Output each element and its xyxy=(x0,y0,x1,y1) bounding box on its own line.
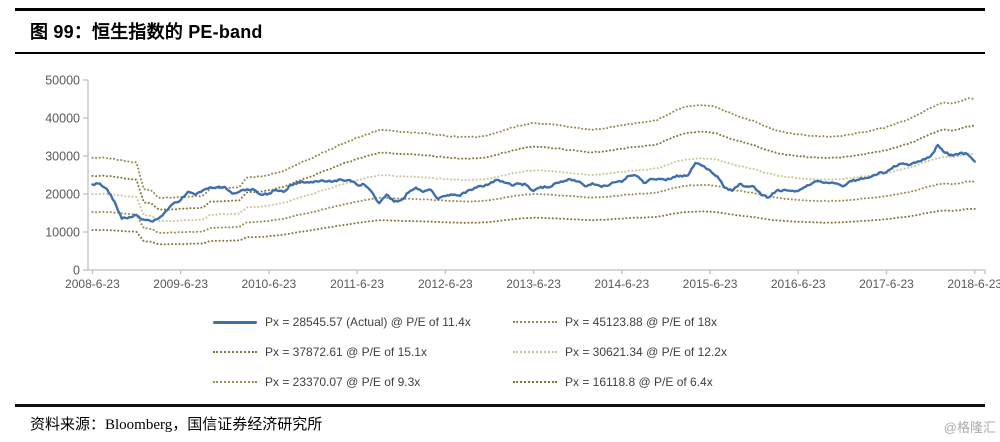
pe-band-6.4x xyxy=(91,207,976,246)
legend-label: Px = 16118.8 @ P/E of 6.4x xyxy=(565,375,713,389)
svg-text:10000: 10000 xyxy=(45,226,80,240)
pe-band-chart: 0 10000 20000 30000 40000 50000 2008-6-23 2009-… xyxy=(45,74,1000,292)
svg-text:2015-6-23: 2015-6-23 xyxy=(683,277,738,291)
watermark: @格隆汇 xyxy=(943,420,996,435)
legend-item-pe15-1x: Px = 37872.61 @ P/E of 15.1x xyxy=(213,344,513,360)
chart-legend: Px = 28545.57 (Actual) @ P/E of 11.4x Px… xyxy=(213,314,791,390)
legend-item-pe9-3x: Px = 23370.07 @ P/E of 9.3x xyxy=(213,374,513,390)
actual-price-line xyxy=(91,143,976,223)
pe-band-15.1x xyxy=(91,124,976,211)
svg-text:30000: 30000 xyxy=(45,150,80,164)
legend-item-pe12-2x: Px = 30621.34 @ P/E of 12.2x xyxy=(513,344,791,360)
pe-band-9.3x xyxy=(91,180,976,234)
legend-marker-dotted-line xyxy=(513,381,557,383)
svg-text:0: 0 xyxy=(73,264,80,278)
pe-band-18x xyxy=(91,97,976,200)
svg-text:20000: 20000 xyxy=(45,188,80,202)
svg-text:2010-6-23: 2010-6-23 xyxy=(242,277,297,291)
title-bottom-rule xyxy=(15,52,985,54)
legend-label: Px = 37872.61 @ P/E of 15.1x xyxy=(265,345,427,359)
legend-marker-dotted-line xyxy=(213,351,257,353)
svg-text:2017-6-23: 2017-6-23 xyxy=(859,277,914,291)
svg-text:2018-6-23: 2018-6-23 xyxy=(947,277,1000,291)
legend-label: Px = 45123.88 @ P/E of 18x xyxy=(565,315,717,329)
svg-text:2016-6-23: 2016-6-23 xyxy=(771,277,826,291)
legend-item-actual: Px = 28545.57 (Actual) @ P/E of 11.4x xyxy=(213,314,513,330)
figure-title: 图 99：恒生指数的 PE-band xyxy=(30,22,263,42)
svg-text:40000: 40000 xyxy=(45,112,80,126)
svg-text:2014-6-23: 2014-6-23 xyxy=(594,277,649,291)
legend-marker-dotted-line xyxy=(513,321,557,323)
actual-price-series xyxy=(91,143,976,223)
svg-text:50000: 50000 xyxy=(45,74,80,88)
svg-text:2008-6-23: 2008-6-23 xyxy=(65,277,120,291)
svg-text:2013-6-23: 2013-6-23 xyxy=(506,277,561,291)
footer-rule xyxy=(15,404,985,407)
legend-marker-solid-line xyxy=(213,320,257,324)
axes xyxy=(87,80,985,271)
title-top-rule xyxy=(15,8,985,11)
legend-label: Px = 23370.07 @ P/E of 9.3x xyxy=(265,375,421,389)
svg-text:2011-6-23: 2011-6-23 xyxy=(330,277,384,291)
legend-label: Px = 28545.57 (Actual) @ P/E of 11.4x xyxy=(265,315,471,329)
legend-label: Px = 30621.34 @ P/E of 12.2x xyxy=(565,345,727,359)
source-note: 资料来源：Bloomberg，国信证券经济研究所 xyxy=(30,417,323,433)
y-axis: 0 10000 20000 30000 40000 50000 xyxy=(45,74,88,278)
x-axis: 2008-6-23 2009-6-23 2010-6-23 2011-6-23 2012… xyxy=(65,270,1000,291)
svg-text:2012-6-23: 2012-6-23 xyxy=(418,277,473,291)
svg-text:2009-6-23: 2009-6-23 xyxy=(153,277,208,291)
legend-item-pe6-4x: Px = 16118.8 @ P/E of 6.4x xyxy=(513,374,791,390)
legend-marker-dotted-line xyxy=(513,351,557,353)
pe-bands xyxy=(91,97,976,246)
pe-band-12.2x xyxy=(91,152,976,223)
legend-marker-dotted-line xyxy=(213,381,257,383)
legend-item-pe18x: Px = 45123.88 @ P/E of 18x xyxy=(513,314,791,330)
